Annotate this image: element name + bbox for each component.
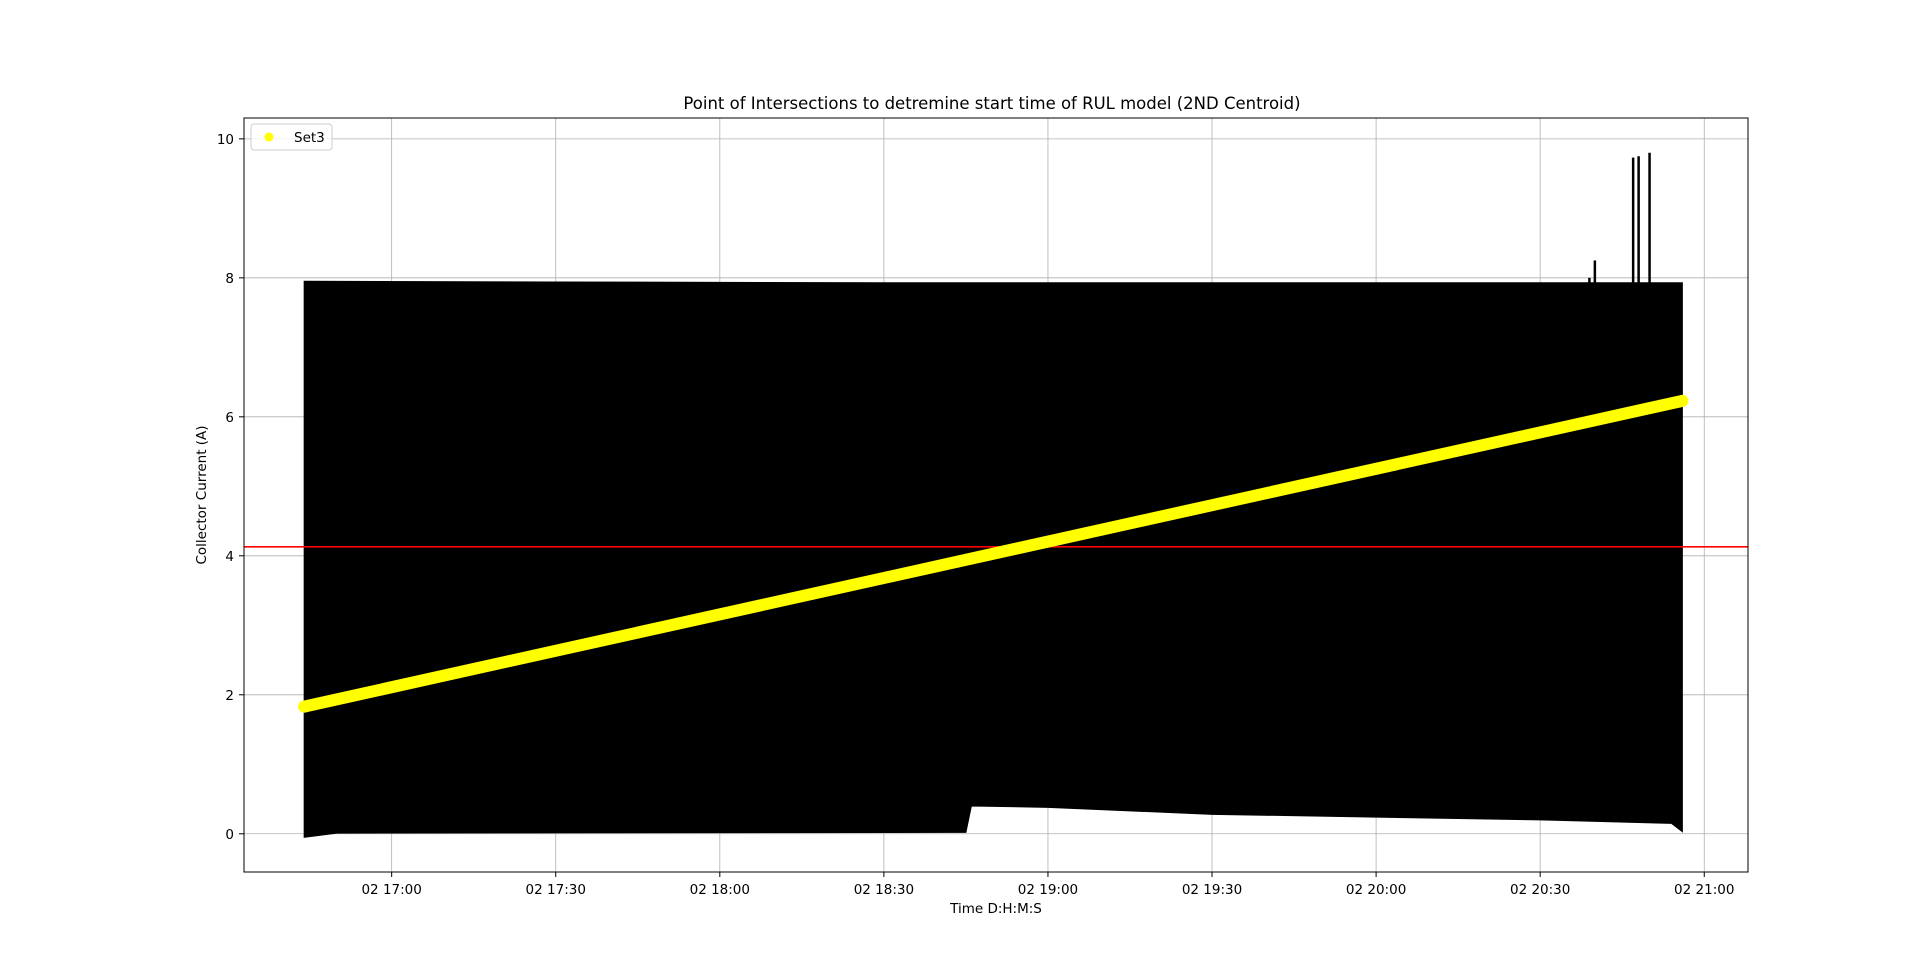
y-axis-ticks: 0 2 4 6 8 10 (217, 132, 244, 843)
y-tick-label: 6 (225, 410, 234, 426)
chart-title: Point of Intersections to detremine star… (683, 94, 1300, 113)
x-axis-label: Time D:H:M:S (949, 901, 1042, 917)
x-tick-label: 02 18:30 (854, 882, 914, 898)
y-tick-label: 0 (225, 827, 234, 843)
plot-frame (243, 117, 1749, 873)
x-tick-label: 02 17:30 (526, 882, 586, 898)
set3-point (1676, 394, 1689, 407)
y-tick-label: 2 (225, 688, 234, 704)
y-tick-label: 10 (217, 132, 234, 148)
set3-line (298, 394, 1689, 713)
legend-marker-set3 (264, 132, 274, 142)
plot-area (243, 117, 1749, 873)
set3-series (298, 394, 1689, 713)
x-tick-label: 02 19:30 (1182, 882, 1242, 898)
y-axis-label: Collector Current (A) (194, 425, 210, 564)
x-axis-ticks: 02 17:00 02 17:30 02 18:00 02 18:30 02 19:00… (361, 872, 1734, 898)
y-tick-label: 4 (225, 549, 234, 565)
legend-box (250, 123, 333, 151)
x-tick-label: 02 19:00 (1018, 882, 1078, 898)
legend-label-set3: Set3 (294, 130, 325, 146)
x-tick-label: 02 21:00 (1674, 882, 1734, 898)
y-tick-label: 8 (225, 271, 234, 287)
x-tick-label: 02 20:30 (1510, 882, 1570, 898)
set3-point (298, 700, 311, 713)
x-tick-label: 02 17:00 (361, 882, 421, 898)
legend: Set3 (250, 123, 333, 151)
x-tick-label: 02 18:00 (690, 882, 750, 898)
x-tick-label: 02 20:00 (1346, 882, 1406, 898)
